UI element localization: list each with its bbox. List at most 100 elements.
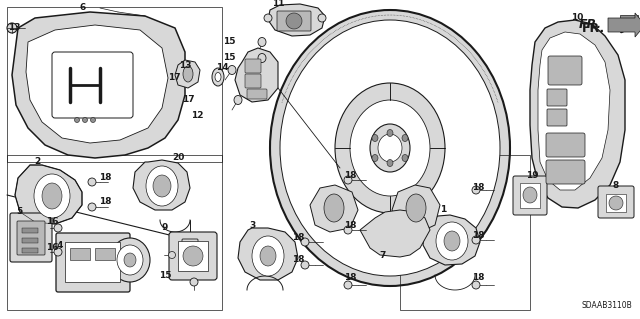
Ellipse shape [90, 117, 95, 122]
Text: 7: 7 [380, 250, 386, 259]
Text: 2: 2 [34, 158, 40, 167]
Ellipse shape [335, 83, 445, 213]
Bar [65, 242, 120, 282]
Ellipse shape [212, 68, 224, 86]
Ellipse shape [344, 176, 352, 184]
Ellipse shape [280, 20, 500, 276]
Text: 16: 16 [45, 218, 58, 226]
Text: 20: 20 [172, 152, 184, 161]
Text: 18: 18 [344, 220, 356, 229]
Ellipse shape [387, 160, 393, 167]
Polygon shape [530, 20, 625, 208]
Text: 18: 18 [344, 273, 356, 283]
Polygon shape [423, 215, 480, 265]
Ellipse shape [190, 278, 198, 286]
Polygon shape [133, 160, 190, 210]
Polygon shape [175, 60, 200, 88]
Ellipse shape [258, 54, 266, 63]
FancyBboxPatch shape [547, 89, 567, 106]
Ellipse shape [402, 135, 408, 142]
Ellipse shape [42, 183, 62, 209]
Polygon shape [268, 4, 325, 36]
Bar [70, 248, 90, 260]
Ellipse shape [350, 100, 430, 196]
Text: 10: 10 [571, 13, 583, 23]
Ellipse shape [301, 261, 309, 269]
FancyBboxPatch shape [10, 213, 52, 262]
Ellipse shape [168, 251, 175, 258]
Text: 13: 13 [8, 24, 20, 33]
Ellipse shape [402, 154, 408, 161]
FancyBboxPatch shape [513, 176, 547, 215]
Ellipse shape [609, 196, 623, 210]
FancyBboxPatch shape [277, 11, 311, 31]
Text: 15: 15 [159, 271, 172, 279]
Bar [400, 155, 530, 310]
Ellipse shape [344, 226, 352, 234]
Text: 18: 18 [344, 170, 356, 180]
Ellipse shape [54, 224, 62, 232]
Ellipse shape [370, 124, 410, 172]
Ellipse shape [472, 281, 480, 289]
Polygon shape [608, 13, 640, 37]
Polygon shape [26, 25, 168, 143]
Ellipse shape [378, 134, 402, 162]
Ellipse shape [324, 194, 344, 222]
Ellipse shape [117, 245, 143, 275]
Polygon shape [392, 185, 440, 232]
Ellipse shape [74, 117, 79, 122]
Ellipse shape [406, 194, 426, 222]
Bar [178, 241, 208, 271]
Ellipse shape [110, 238, 150, 282]
Ellipse shape [7, 23, 17, 33]
Ellipse shape [270, 10, 510, 286]
Polygon shape [360, 210, 430, 257]
Polygon shape [538, 32, 610, 190]
Text: 18: 18 [472, 183, 484, 192]
Ellipse shape [301, 238, 309, 246]
Ellipse shape [260, 246, 276, 266]
Text: FR.: FR. [582, 21, 605, 34]
Ellipse shape [472, 236, 480, 244]
Ellipse shape [88, 178, 96, 186]
Ellipse shape [146, 166, 178, 206]
Text: 14: 14 [216, 63, 228, 72]
Polygon shape [15, 165, 82, 224]
Ellipse shape [264, 14, 272, 22]
Text: 16: 16 [45, 243, 58, 253]
Text: 18: 18 [292, 256, 304, 264]
Text: 3: 3 [249, 220, 255, 229]
FancyBboxPatch shape [56, 233, 130, 292]
Ellipse shape [234, 95, 242, 105]
Bar [22, 248, 38, 253]
Ellipse shape [252, 236, 284, 276]
FancyBboxPatch shape [546, 160, 585, 184]
Ellipse shape [372, 135, 378, 142]
Polygon shape [12, 12, 185, 158]
Bar [7, 7, 222, 162]
FancyBboxPatch shape [547, 109, 567, 126]
Text: 17: 17 [182, 95, 195, 105]
Ellipse shape [215, 72, 221, 81]
Ellipse shape [124, 253, 136, 267]
Bar [95, 248, 115, 260]
Bar [22, 238, 38, 243]
Ellipse shape [286, 13, 302, 29]
Text: 19: 19 [525, 170, 538, 180]
FancyBboxPatch shape [169, 232, 217, 280]
Text: 9: 9 [162, 224, 168, 233]
Text: 18: 18 [292, 233, 304, 241]
FancyBboxPatch shape [546, 133, 585, 157]
Ellipse shape [344, 281, 352, 289]
Ellipse shape [34, 174, 70, 218]
Ellipse shape [54, 248, 62, 256]
FancyBboxPatch shape [52, 52, 133, 118]
Bar [22, 228, 38, 233]
Text: 15: 15 [223, 38, 236, 47]
Text: 13: 13 [179, 61, 191, 70]
Text: FR.: FR. [579, 19, 602, 32]
Ellipse shape [472, 186, 480, 194]
Ellipse shape [153, 175, 171, 197]
Ellipse shape [183, 246, 203, 266]
Ellipse shape [228, 65, 236, 75]
